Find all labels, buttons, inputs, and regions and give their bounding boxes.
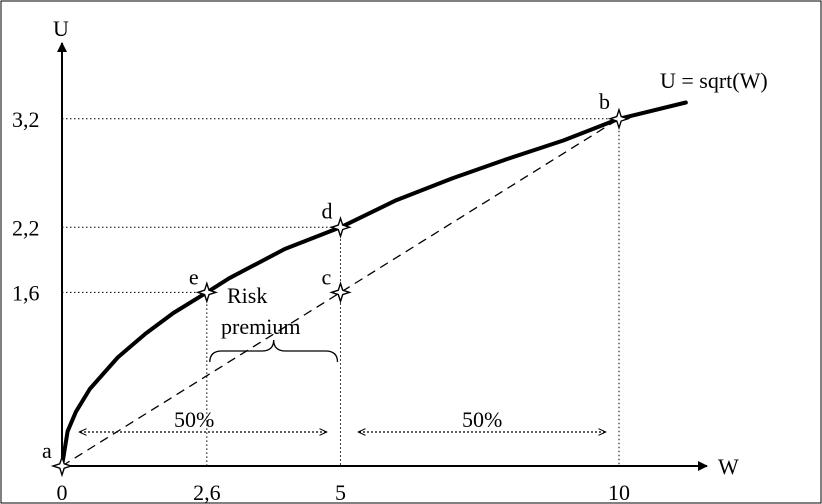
expected-utility-chord bbox=[61, 118, 620, 467]
chart-points: a e c d b bbox=[42, 89, 631, 478]
x-tick-label: 2,6 bbox=[193, 480, 221, 504]
utility-curve bbox=[60, 100, 688, 468]
y-axis-label: U bbox=[53, 16, 69, 41]
x-tick-label: 5 bbox=[335, 480, 346, 504]
curve-label: U = sqrt(W) bbox=[660, 68, 768, 93]
risk-premium-label-line2: premium bbox=[221, 314, 300, 339]
x-tick-label: 10 bbox=[608, 480, 630, 504]
risk-premium-brace bbox=[209, 339, 339, 363]
y-tick-label: 2,2 bbox=[12, 215, 40, 240]
point-marker-d bbox=[329, 216, 352, 239]
point-marker-e bbox=[195, 281, 219, 304]
y-tick-labels: 1,6 2,2 3,2 bbox=[12, 107, 40, 306]
risk-premium-label-line1: Risk bbox=[227, 283, 267, 308]
point-marker-b bbox=[607, 107, 631, 131]
point-label-e: e bbox=[189, 264, 199, 289]
point-marker-a bbox=[50, 454, 74, 478]
point-label-a: a bbox=[42, 438, 52, 463]
left-percent-label: 50% bbox=[174, 407, 214, 432]
point-marker-c bbox=[329, 281, 352, 304]
point-label-b: b bbox=[599, 89, 610, 114]
x-axis-label: W bbox=[718, 454, 739, 479]
y-tick-label: 1,6 bbox=[12, 280, 40, 305]
x-tick-label: 0 bbox=[57, 480, 68, 504]
point-label-c: c bbox=[322, 264, 332, 289]
right-percent-label: 50% bbox=[462, 407, 502, 432]
x-tick-labels: 0 2,6 5 10 bbox=[57, 480, 631, 504]
point-label-d: d bbox=[322, 198, 333, 223]
guide-lines bbox=[62, 118, 620, 466]
y-tick-label: 3,2 bbox=[12, 107, 40, 132]
